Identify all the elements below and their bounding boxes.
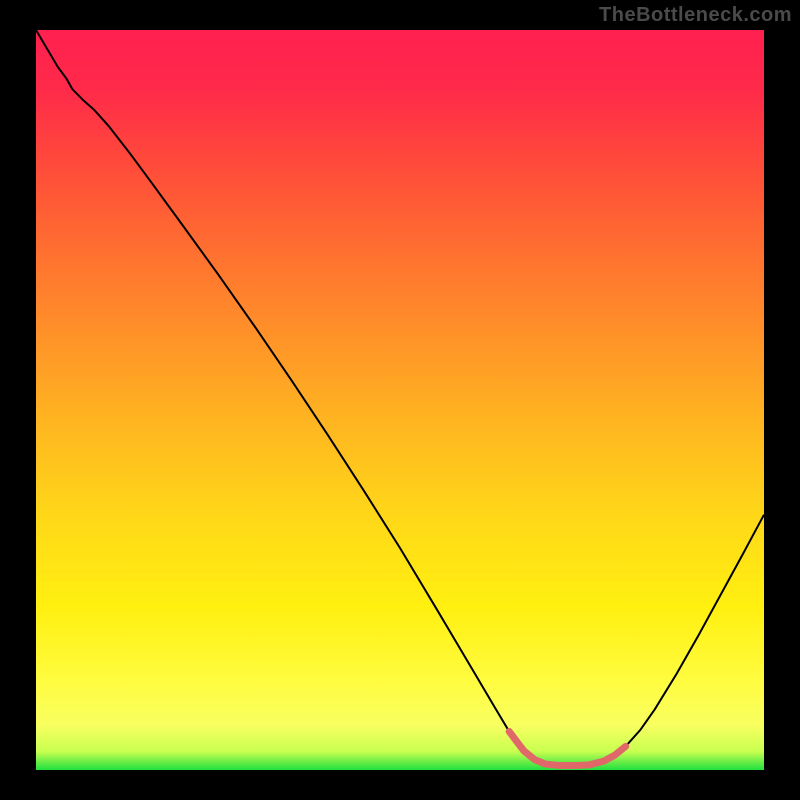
bottleneck-curve-plot xyxy=(36,30,764,770)
chart-frame: TheBottleneck.com xyxy=(0,0,800,800)
gradient-background xyxy=(36,30,764,770)
watermark-text: TheBottleneck.com xyxy=(599,4,792,27)
